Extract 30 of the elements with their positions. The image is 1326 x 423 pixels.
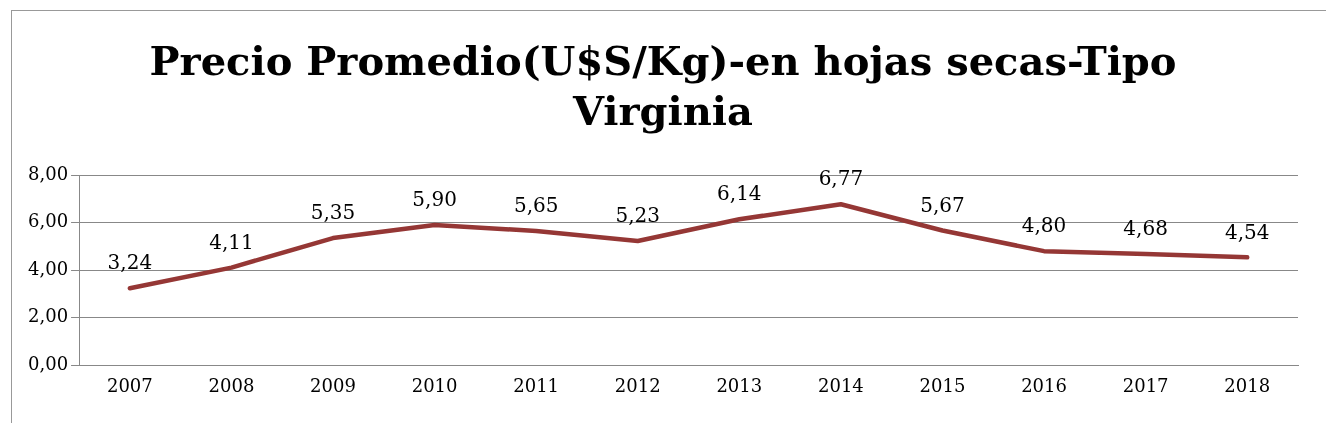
x-tick-label: 2014 [818,374,864,396]
data-label: 4,11 [209,229,254,254]
y-tick-label: 8,00 [28,162,69,184]
y-tick-label: 2,00 [28,305,69,327]
x-tick-label: 2015 [919,374,966,396]
data-label: 5,90 [412,187,457,212]
chart-title: Precio Promedio(U$S/Kg)-en hojas secas-Tipo Virginia [148,36,1178,136]
x-tick-label: 2016 [1021,374,1067,396]
data-label: 3,24 [107,250,153,275]
data-label: 6,77 [818,166,864,191]
x-tick-label: 2018 [1224,374,1271,396]
data-label: 4,68 [1123,216,1168,241]
y-tick-label: 0,00 [28,353,69,375]
x-tick-label: 2009 [310,374,356,396]
x-tick-label: 2012 [614,374,661,396]
data-label: 4,54 [1224,219,1270,244]
y-tick-label: 6,00 [28,210,69,232]
data-label: 5,67 [920,192,965,217]
x-tick-label: 2010 [411,374,458,396]
data-label: 5,35 [310,200,356,225]
data-label: 4,80 [1021,213,1067,238]
x-tick-label: 2017 [1122,374,1169,396]
x-tick-label: 2011 [513,374,560,396]
data-label: 5,23 [615,203,661,228]
y-tick-label: 4,00 [28,257,69,279]
data-label: 6,14 [717,181,762,206]
x-tick-label: 2013 [716,374,763,396]
data-label: 5,65 [513,193,559,218]
x-tick-label: 2008 [208,374,255,396]
x-tick-label: 2007 [106,374,153,396]
